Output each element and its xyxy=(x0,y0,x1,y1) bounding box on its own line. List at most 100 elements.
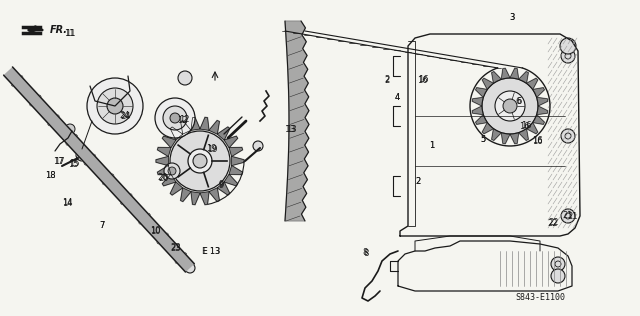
Text: 13: 13 xyxy=(285,125,297,135)
Circle shape xyxy=(178,71,192,85)
Polygon shape xyxy=(157,147,171,156)
Ellipse shape xyxy=(32,97,39,104)
Ellipse shape xyxy=(102,174,114,185)
Polygon shape xyxy=(518,129,528,140)
Text: 19: 19 xyxy=(206,144,216,153)
Ellipse shape xyxy=(66,134,77,146)
Ellipse shape xyxy=(50,117,57,124)
Text: 10: 10 xyxy=(150,226,160,235)
Text: 5: 5 xyxy=(481,135,486,143)
Polygon shape xyxy=(191,117,200,130)
Polygon shape xyxy=(501,68,510,79)
Text: 4: 4 xyxy=(394,94,399,102)
Text: S843-E1100: S843-E1100 xyxy=(515,294,565,302)
Ellipse shape xyxy=(29,95,41,106)
Polygon shape xyxy=(229,147,243,156)
Text: 24: 24 xyxy=(120,112,131,120)
Text: E 13: E 13 xyxy=(202,247,220,256)
Ellipse shape xyxy=(120,193,132,205)
Text: 12: 12 xyxy=(179,116,189,125)
Text: 23: 23 xyxy=(171,244,181,252)
Text: 23: 23 xyxy=(171,244,181,252)
Text: 13: 13 xyxy=(286,125,296,134)
Circle shape xyxy=(97,88,133,124)
Text: 2: 2 xyxy=(385,76,390,84)
Circle shape xyxy=(87,78,143,134)
Circle shape xyxy=(193,154,207,168)
Text: 3: 3 xyxy=(509,13,515,21)
Ellipse shape xyxy=(84,154,96,165)
Text: 15: 15 xyxy=(68,160,79,168)
Text: 14: 14 xyxy=(61,198,72,208)
Circle shape xyxy=(561,129,575,143)
Ellipse shape xyxy=(177,255,184,262)
Polygon shape xyxy=(483,123,493,134)
Polygon shape xyxy=(224,174,237,186)
Text: 21: 21 xyxy=(563,211,573,221)
Polygon shape xyxy=(170,127,182,140)
Polygon shape xyxy=(527,123,538,134)
Circle shape xyxy=(560,38,576,54)
Text: 10: 10 xyxy=(150,227,160,235)
Circle shape xyxy=(170,113,180,123)
Polygon shape xyxy=(191,192,200,205)
Text: 11: 11 xyxy=(64,29,74,38)
Text: 16: 16 xyxy=(520,122,530,131)
Polygon shape xyxy=(476,88,487,97)
Circle shape xyxy=(107,98,123,114)
Polygon shape xyxy=(536,97,548,106)
Text: 9: 9 xyxy=(218,180,223,190)
Text: 15: 15 xyxy=(68,160,79,169)
Circle shape xyxy=(155,98,195,138)
Text: 18: 18 xyxy=(45,171,55,180)
Text: 8: 8 xyxy=(364,248,369,258)
Polygon shape xyxy=(518,72,528,83)
Text: 6: 6 xyxy=(516,96,522,106)
Text: 4: 4 xyxy=(394,94,399,102)
Polygon shape xyxy=(200,192,209,205)
Text: 17: 17 xyxy=(54,156,64,166)
Text: 1: 1 xyxy=(429,141,435,150)
Text: 18: 18 xyxy=(45,172,55,180)
Ellipse shape xyxy=(68,137,75,143)
Polygon shape xyxy=(180,120,191,134)
Circle shape xyxy=(551,269,565,283)
Text: 11: 11 xyxy=(65,28,76,38)
Ellipse shape xyxy=(157,233,168,244)
Ellipse shape xyxy=(48,115,60,126)
Circle shape xyxy=(188,149,212,173)
Polygon shape xyxy=(510,68,518,79)
Text: FR.: FR. xyxy=(50,25,68,35)
Text: 16: 16 xyxy=(417,76,428,85)
Text: 20: 20 xyxy=(158,174,168,183)
Polygon shape xyxy=(483,78,493,89)
Text: 22: 22 xyxy=(548,218,559,227)
Ellipse shape xyxy=(139,213,150,224)
Polygon shape xyxy=(492,72,501,83)
Text: 16: 16 xyxy=(418,76,428,84)
Polygon shape xyxy=(536,106,548,115)
Text: 7: 7 xyxy=(99,222,105,230)
Text: 16: 16 xyxy=(521,121,531,131)
Text: 9: 9 xyxy=(218,180,223,189)
Text: 5: 5 xyxy=(481,135,486,143)
Text: 19: 19 xyxy=(207,144,217,154)
Circle shape xyxy=(561,49,575,63)
Polygon shape xyxy=(180,188,191,202)
Polygon shape xyxy=(232,156,244,166)
Ellipse shape xyxy=(104,176,111,183)
Text: 1: 1 xyxy=(429,141,435,149)
Polygon shape xyxy=(229,166,243,175)
Circle shape xyxy=(551,257,565,271)
Polygon shape xyxy=(170,182,182,195)
Text: 12: 12 xyxy=(177,116,188,125)
Circle shape xyxy=(163,106,187,130)
Polygon shape xyxy=(200,117,209,130)
Circle shape xyxy=(482,78,538,134)
Polygon shape xyxy=(532,88,545,97)
Ellipse shape xyxy=(13,77,20,84)
Text: 2: 2 xyxy=(415,178,420,186)
Text: 17: 17 xyxy=(54,157,64,166)
Text: 21: 21 xyxy=(568,212,578,221)
Text: 20: 20 xyxy=(157,173,168,183)
